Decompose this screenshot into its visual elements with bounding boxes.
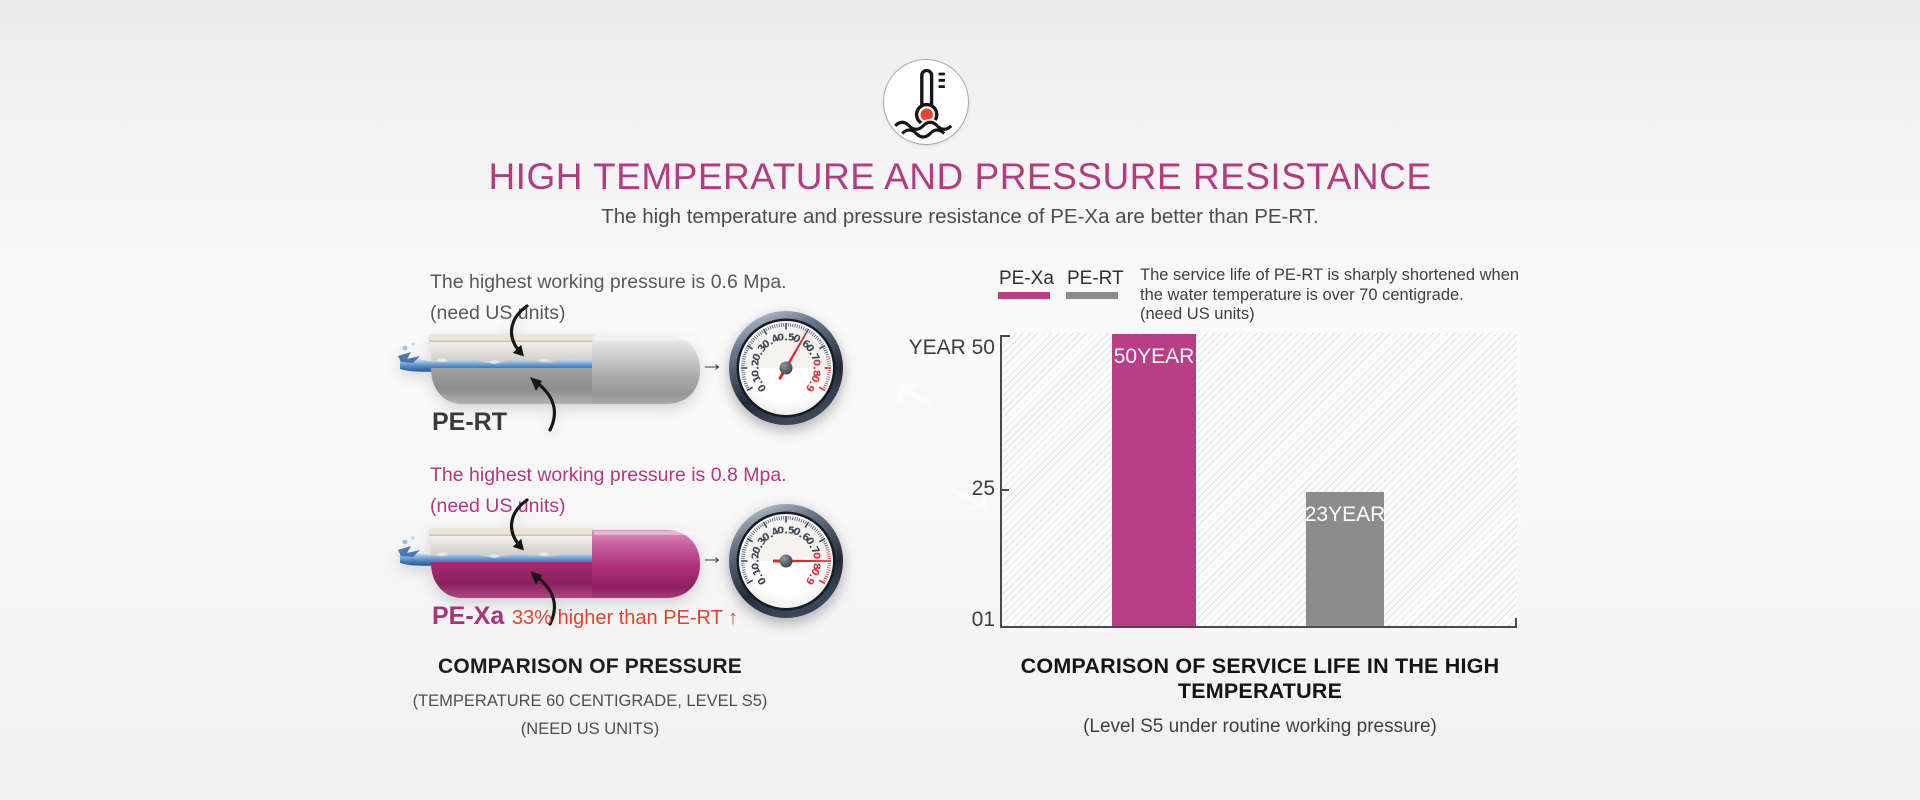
- thermometer-water-icon: [883, 59, 969, 145]
- legend-pexa-swatch: [998, 292, 1050, 299]
- gauge-scale-number: 0.5: [777, 526, 795, 537]
- y-tick-label-01: 01: [971, 608, 995, 631]
- gauge-scale-number: 0.5: [777, 333, 795, 344]
- pert-pipe-label: PE-RT: [432, 408, 507, 436]
- chart-y-axis: [1000, 335, 1002, 628]
- gauge-scale-number: 0.2: [751, 359, 762, 377]
- faint-arrow-down-right-icon: [947, 485, 987, 512]
- chart-x-axis-cap: [1515, 618, 1517, 627]
- gauge-scale-number: 0.8: [811, 359, 822, 377]
- legend-pexa-label: PE-Xa: [999, 268, 1054, 289]
- legend-pert-swatch: [1066, 292, 1118, 299]
- pert-pressure-gauge: 0.10.20.30.40.50.60.70.80.9: [729, 311, 843, 425]
- bar-pert: 23YEAR: [1304, 492, 1386, 626]
- chart-note: The service life of PE-RT is sharply sho…: [1140, 266, 1519, 325]
- pexa-improvement-note: 33% higher than PE-RT ↑: [512, 607, 739, 629]
- bar-pert-value-label: 23YEAR: [1304, 503, 1386, 526]
- pointer-arrow-top: [509, 304, 529, 354]
- bar-pexa: 50YEAR: [1112, 334, 1196, 626]
- y-tick-label-50: YEAR 50: [908, 336, 995, 359]
- pressure-caption-conditions: (TEMPERATURE 60 CENTIGRADE, LEVEL S5): [412, 692, 768, 710]
- pert-pipe-illustration: [398, 304, 700, 432]
- pointer-arrow-top: [509, 498, 529, 548]
- pressure-caption: COMPARISON OF PRESSURE (TEMPERATURE 60 C…: [390, 655, 790, 739]
- chart-note-line1: The service life of PE-RT is sharply sho…: [1140, 266, 1520, 284]
- chart-note-line3: (need US units): [1140, 305, 1255, 323]
- pointer-arrow-bottom: [534, 380, 556, 432]
- gauge-scale-number: 0.2: [751, 552, 762, 570]
- pexa-pipe-illustration: [398, 498, 700, 626]
- service-life-caption: COMPARISON OF SERVICE LIFE IN THE HIGH T…: [1005, 654, 1515, 738]
- pexa-pipe-label: PE-Xa: [432, 602, 505, 630]
- page-subtitle: The high temperature and pressure resist…: [601, 205, 1319, 228]
- background-arrow-decorations: [897, 383, 987, 512]
- chart-y-axis-cap: [1000, 335, 1010, 337]
- pointer-arrow-bottom: [534, 574, 556, 626]
- pexa-pressure-gauge: 0.10.20.30.40.50.60.70.80.9: [729, 504, 843, 618]
- chart-x-axis: [1000, 626, 1517, 628]
- pert-pressure-text: The highest working pressure is 0.6 Mpa.: [430, 271, 787, 293]
- chart-note-line2: the water temperature is over 70 centigr…: [1140, 285, 1464, 304]
- pressure-caption-units: (NEED US UNITS): [520, 720, 660, 738]
- service-life-caption-conditions: (Level S5 under routine working pressure…: [1083, 716, 1437, 737]
- pressure-caption-title: COMPARISON OF PRESSURE: [438, 655, 742, 678]
- bar-pexa-value-label: 50YEAR: [1113, 345, 1195, 368]
- faint-arrow-up-left-icon: [897, 383, 932, 405]
- pexa-units-note: (need US units): [430, 495, 566, 517]
- y-tick-label-25: 25: [971, 477, 995, 500]
- chart-plot-area: [1003, 333, 1517, 626]
- legend-pert-label: PE-RT: [1067, 268, 1124, 289]
- right-arrow-icon: →: [700, 543, 724, 570]
- pert-units-note: (need US units): [430, 302, 566, 324]
- page-title: HIGH TEMPERATURE AND PRESSURE RESISTANCE: [488, 156, 1432, 197]
- service-life-caption-title: COMPARISON OF SERVICE LIFE IN THE HIGH T…: [1020, 654, 1500, 703]
- gauge-hub: [779, 361, 793, 375]
- right-arrow-icon: →: [700, 350, 724, 377]
- pexa-pressure-text: The highest working pressure is 0.8 Mpa.: [430, 464, 787, 486]
- gauge-hub: [779, 554, 793, 568]
- chart-tick-25: [1002, 489, 1009, 491]
